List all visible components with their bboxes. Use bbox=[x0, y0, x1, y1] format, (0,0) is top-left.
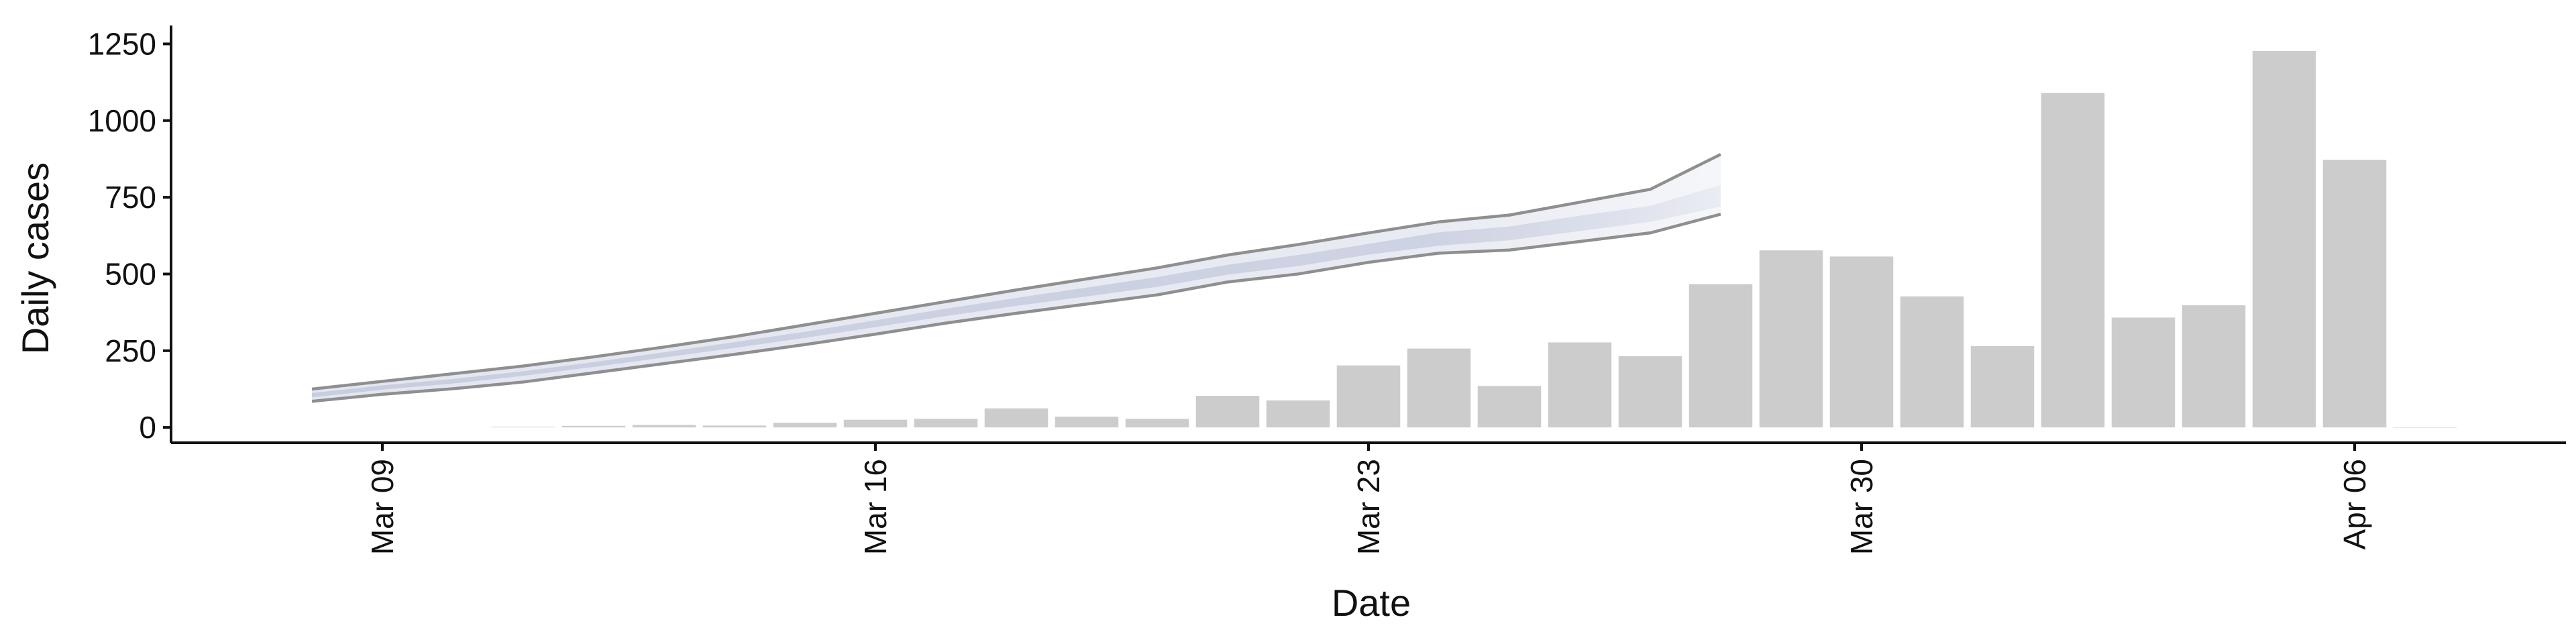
bar-2020-04-07 bbox=[2393, 427, 2457, 428]
bar-2020-03-21 bbox=[1195, 396, 1260, 428]
bar-2020-03-29 bbox=[1759, 250, 1823, 428]
y-tick-label-1250: 1250 bbox=[88, 26, 156, 61]
forecast-upper-line bbox=[311, 153, 1722, 391]
bar-2020-04-02 bbox=[2041, 93, 2105, 428]
bar-2020-03-19 bbox=[1055, 417, 1119, 428]
bar-2020-03-22 bbox=[1266, 400, 1330, 428]
axes-layer: 0 250 500 750 1000 1250 Mar 09 Mar 16 Mar 23 Mar … bbox=[88, 25, 2566, 555]
y-axis-title: Daily cases bbox=[14, 162, 56, 354]
bar-2020-03-14 bbox=[702, 425, 767, 428]
forecast-lower-line bbox=[311, 213, 1721, 403]
x-axis-title: Date bbox=[1332, 582, 1411, 624]
y-tick-label-500: 500 bbox=[105, 256, 156, 291]
bar-2020-04-05 bbox=[2252, 50, 2316, 428]
bars-layer bbox=[491, 50, 2457, 428]
bar-2020-04-06 bbox=[2322, 160, 2387, 428]
y-tick-label-250: 250 bbox=[105, 333, 156, 368]
bar-2020-03-30 bbox=[1829, 256, 1894, 428]
bar-2020-03-13 bbox=[632, 425, 696, 428]
bar-2020-03-18 bbox=[984, 408, 1049, 428]
forecast-outer-band bbox=[312, 154, 1721, 402]
bar-2020-03-28 bbox=[1688, 284, 1753, 428]
x-tick-label-2020-03-30: Mar 30 bbox=[1844, 459, 1879, 555]
forecast-band-layer bbox=[311, 153, 1722, 403]
bar-2020-03-27 bbox=[1618, 356, 1682, 428]
bar-2020-03-31 bbox=[1900, 296, 1964, 428]
bar-2020-03-17 bbox=[914, 419, 978, 428]
bar-2020-03-20 bbox=[1125, 419, 1189, 428]
y-tick-label-1000: 1000 bbox=[88, 103, 156, 138]
bar-2020-03-25 bbox=[1477, 386, 1542, 428]
x-tick-label-2020-03-23: Mar 23 bbox=[1351, 459, 1386, 555]
bar-2020-03-16 bbox=[843, 419, 908, 428]
bar-2020-03-26 bbox=[1548, 342, 1612, 428]
bar-2020-04-04 bbox=[2182, 305, 2246, 428]
bar-2020-03-23 bbox=[1336, 365, 1401, 428]
y-tick-label-0: 0 bbox=[139, 410, 156, 445]
bar-2020-03-12 bbox=[561, 425, 626, 428]
bar-2020-04-01 bbox=[1970, 345, 2035, 428]
bar-2020-04-03 bbox=[2111, 317, 2176, 428]
bar-2020-03-24 bbox=[1407, 348, 1471, 428]
y-tick-label-750: 750 bbox=[105, 180, 156, 215]
bar-2020-03-15 bbox=[773, 423, 837, 428]
x-tick-label-2020-03-09: Mar 09 bbox=[365, 459, 400, 555]
x-tick-label-2020-04-06: Apr 06 bbox=[2337, 459, 2372, 550]
x-tick-label-2020-03-16: Mar 16 bbox=[858, 459, 893, 555]
